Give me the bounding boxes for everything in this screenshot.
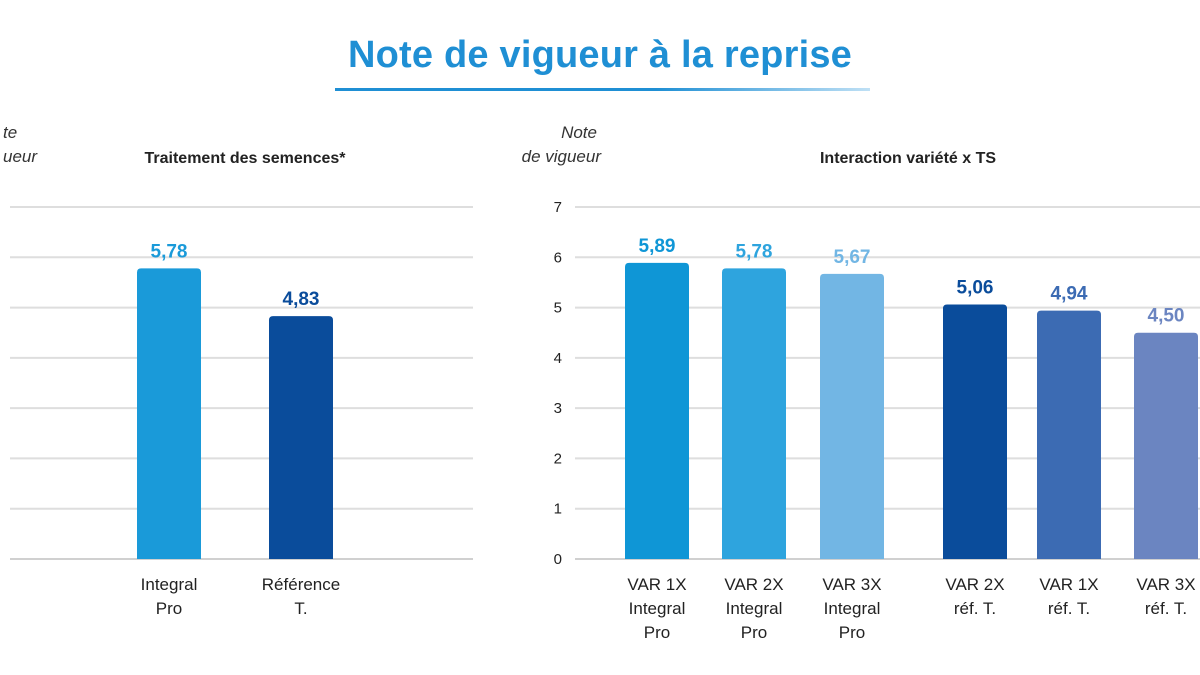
category-label: Pro (741, 623, 767, 642)
right-chart-panel: 0 1 2 3 4 5 6 7 Note de vigueur Interaction variét… (522, 123, 1200, 642)
category-label: Integral (824, 599, 881, 618)
panel-title: Interaction variété x TS (820, 150, 996, 167)
y-axis-title: Note (561, 123, 597, 142)
y-tick-label: 4 (554, 350, 562, 367)
category-label: Référence (262, 575, 340, 594)
bar (943, 304, 1007, 559)
data-label: 4,83 (283, 289, 320, 310)
category-label: VAR 2X (724, 575, 783, 594)
data-label: 4,94 (1051, 284, 1088, 305)
bar (1134, 332, 1198, 559)
category-label: Pro (156, 599, 182, 618)
y-tick-label: 7 (554, 199, 562, 216)
data-label: 4,50 (1148, 306, 1185, 327)
category-label: VAR 1X (627, 575, 686, 594)
category-label: réf. T. (1048, 599, 1090, 618)
category-label: Integral (629, 599, 686, 618)
y-tick-label: 5 (554, 300, 562, 317)
y-axis-title: ueur (3, 147, 38, 166)
title-underline (335, 88, 870, 91)
bar (269, 316, 333, 559)
category-label: Integral (726, 599, 783, 618)
data-label: 5,89 (639, 236, 676, 257)
category-label: VAR 3X (1136, 575, 1195, 594)
category-label: Integral (141, 575, 198, 594)
bar (820, 273, 884, 559)
data-label: 5,06 (957, 278, 994, 299)
category-label: VAR 3X (822, 575, 881, 594)
y-tick-label: 2 (554, 450, 562, 467)
data-label: 5,78 (736, 241, 773, 262)
category-label: Pro (644, 623, 670, 642)
category-label: VAR 2X (945, 575, 1004, 594)
bar (1037, 310, 1101, 559)
y-tick-label: 1 (554, 501, 562, 518)
bar (137, 268, 201, 559)
category-label: VAR 1X (1039, 575, 1098, 594)
y-axis-title: te (3, 123, 17, 142)
left-chart-panel: te ueur Traitement des semences* 5,78 Integr… (3, 123, 473, 618)
bar (625, 262, 689, 559)
category-label: T. (294, 599, 307, 618)
data-label: 5,67 (834, 247, 871, 268)
category-label: réf. T. (1145, 599, 1187, 618)
category-label: réf. T. (954, 599, 996, 618)
bar (722, 268, 786, 559)
y-tick-label: 0 (554, 551, 562, 568)
chart-main-title: Note de vigueur à la reprise (348, 34, 852, 76)
y-tick-label: 6 (554, 249, 562, 266)
panel-title: Traitement des semences* (145, 150, 347, 167)
y-axis-title: de vigueur (522, 147, 603, 166)
category-label: Pro (839, 623, 865, 642)
y-tick-label: 3 (554, 400, 562, 417)
data-label: 5,78 (151, 241, 188, 262)
